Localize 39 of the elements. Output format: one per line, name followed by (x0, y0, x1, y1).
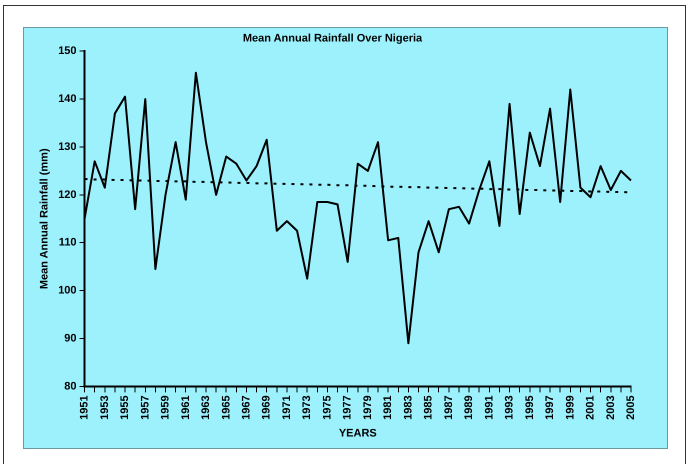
x-tick-label: 2003 (604, 395, 617, 420)
x-tick-label: 1997 (544, 395, 556, 420)
x-tick-label: 1979 (362, 395, 374, 420)
x-tick-label: 1965 (220, 395, 232, 420)
x-tick-label: 2001 (584, 395, 597, 420)
x-tick-label: 1989 (463, 395, 476, 420)
x-tick-label: 1967 (240, 395, 252, 420)
x-tick-label: 1981 (382, 395, 394, 420)
x-tick-label: 1953 (98, 395, 111, 420)
chart-title: Mean Annual Rainfall Over Nigeria (242, 32, 424, 45)
x-tick-label: 1963 (200, 395, 212, 420)
x-tick-label: 1977 (342, 395, 354, 420)
x-tick-label: 1983 (402, 395, 414, 420)
y-tick-label: 110 (58, 236, 77, 249)
x-tick-label: 1973 (301, 395, 314, 420)
x-tick-label: 1969 (260, 395, 273, 420)
x-tick-label: 1995 (524, 395, 536, 420)
x-tick-label: 1999 (564, 395, 576, 420)
x-tick-label: 1971 (280, 395, 293, 420)
y-tick-label: 80 (64, 380, 77, 392)
x-tick-label: 1975 (321, 395, 334, 420)
x-tick-label: 1991 (483, 395, 496, 420)
x-tick-label: 1985 (422, 395, 435, 420)
x-tick-label: 1951 (78, 395, 91, 420)
y-tick-label: 120 (58, 188, 77, 201)
y-tick-label: 100 (58, 284, 77, 297)
x-tick-label: 1987 (442, 395, 455, 420)
x-tick-label: 2005 (625, 395, 638, 420)
x-tick-label: 1955 (119, 395, 132, 420)
x-tick-label: 1959 (160, 395, 172, 420)
y-tick-label: 90 (64, 332, 77, 344)
y-tick-label: 150 (58, 45, 77, 58)
x-tick-label: 1961 (180, 395, 192, 420)
x-tick-label: 1993 (504, 395, 516, 420)
y-tick-label: 130 (58, 140, 77, 153)
y-tick-label: 140 (58, 93, 77, 106)
y-axis-title: Mean Annual Rainfall (mm) (38, 148, 51, 290)
x-axis-title: YEARS (338, 427, 377, 440)
x-tick-label: 1957 (139, 395, 152, 420)
